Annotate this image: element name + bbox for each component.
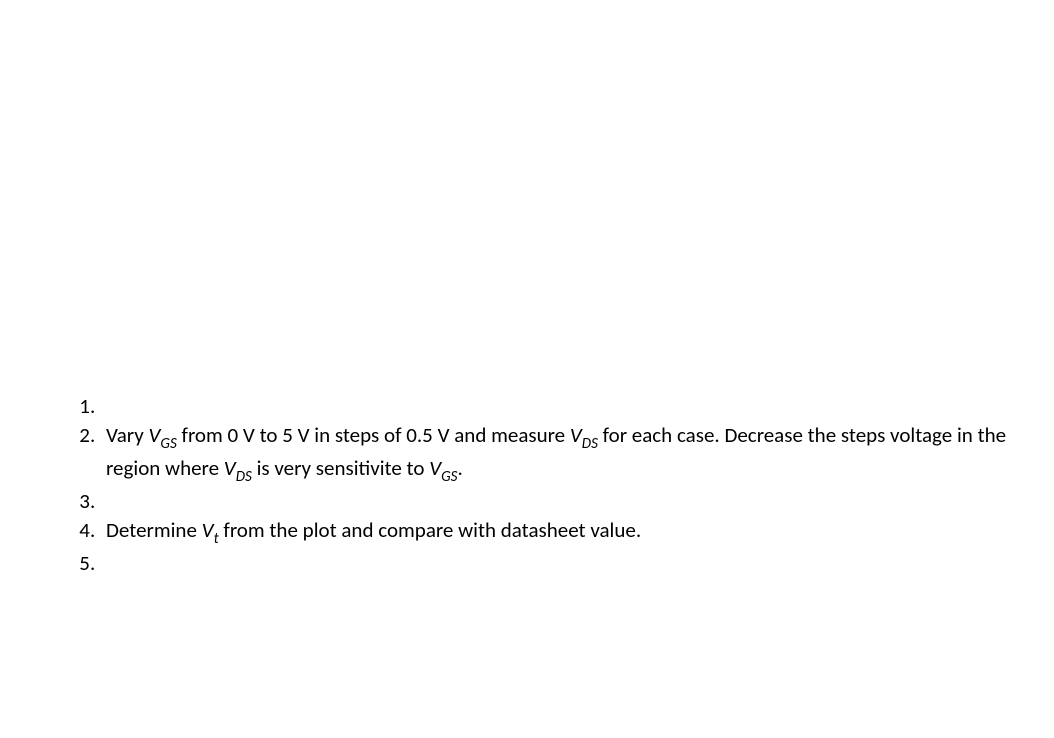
steps-list: Vary VGS from 0 V to 5 V in steps of 0.5…: [70, 392, 1018, 578]
step-2: Vary VGS from 0 V to 5 V in steps of 0.5…: [100, 421, 1018, 487]
step-1: [100, 392, 1018, 421]
step-3: [100, 487, 1018, 516]
circuit-figure: [36, 32, 1018, 372]
step-4: Determine Vt from the plot and compare w…: [100, 516, 1018, 549]
step-5: [100, 549, 1018, 578]
